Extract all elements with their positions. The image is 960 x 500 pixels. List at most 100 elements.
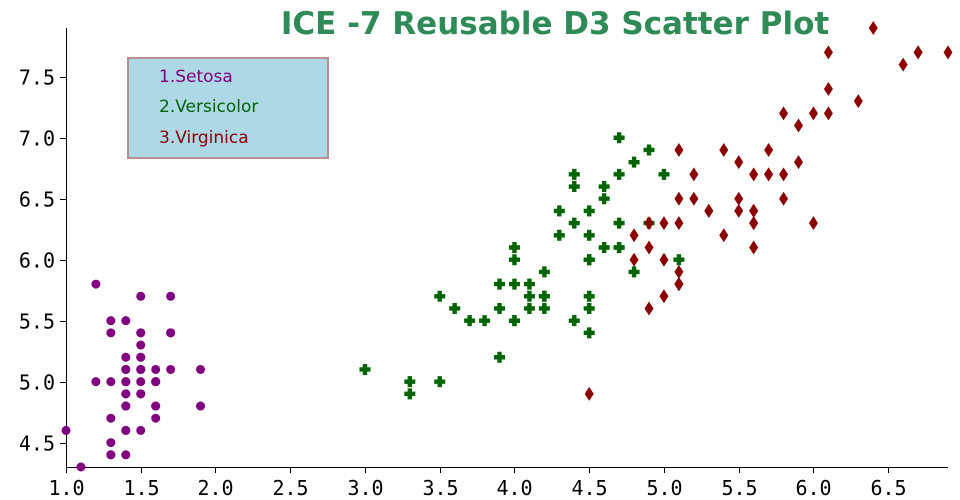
x-tick-label: 1.5 xyxy=(123,476,159,500)
data-point xyxy=(136,425,146,435)
data-point xyxy=(568,181,580,193)
data-point xyxy=(121,364,131,374)
chart-title: ICE -7 Reusable D3 Scatter Plot xyxy=(281,6,830,42)
legend-item-virginica: 3.Virginica xyxy=(159,128,249,148)
data-point xyxy=(106,413,116,423)
data-point xyxy=(598,193,610,205)
data-point xyxy=(404,376,416,388)
data-point xyxy=(584,386,594,401)
data-point xyxy=(136,328,146,338)
data-point xyxy=(779,191,789,206)
data-point xyxy=(106,377,116,387)
series-3 xyxy=(584,21,953,401)
data-point xyxy=(538,266,550,278)
data-point xyxy=(404,388,416,400)
data-point xyxy=(674,277,684,292)
data-point xyxy=(719,228,729,243)
data-point xyxy=(136,389,146,399)
data-point xyxy=(136,340,146,350)
data-point xyxy=(166,328,176,338)
data-point xyxy=(508,254,520,266)
data-point xyxy=(508,315,520,327)
x-tick-label: 5.0 xyxy=(646,476,682,500)
data-point xyxy=(494,351,506,363)
data-point xyxy=(121,377,131,387)
y-tick-label: 7.5 xyxy=(19,66,55,90)
data-point xyxy=(853,94,863,109)
data-point xyxy=(583,327,595,339)
data-point xyxy=(674,191,684,206)
data-point xyxy=(629,252,639,267)
x-axis: 1.0 1.5 2.0 2.5 3.0 3.5 4.0 4.5 5.0 5.5 6.0 6.5 xyxy=(48,467,948,500)
data-point xyxy=(121,389,131,399)
y-tick-label: 6.0 xyxy=(19,249,55,273)
data-point xyxy=(106,450,116,460)
data-point xyxy=(121,401,131,411)
data-point xyxy=(121,450,131,460)
data-point xyxy=(479,315,491,327)
data-point xyxy=(196,364,206,374)
data-point xyxy=(643,144,655,156)
data-point xyxy=(136,364,146,374)
x-tick-label: 2.0 xyxy=(197,476,233,500)
data-point xyxy=(121,316,131,326)
data-point xyxy=(136,352,146,362)
data-point xyxy=(106,438,116,448)
data-point xyxy=(674,216,684,231)
data-point xyxy=(434,290,446,302)
data-point xyxy=(659,289,669,304)
data-point xyxy=(613,168,625,180)
data-point xyxy=(628,266,640,278)
x-tick-label: 6.5 xyxy=(870,476,906,500)
legend-box xyxy=(127,57,329,159)
data-point xyxy=(898,57,908,72)
data-point xyxy=(719,142,729,157)
x-tick-label: 4.0 xyxy=(496,476,532,500)
data-point xyxy=(464,315,476,327)
data-point xyxy=(659,252,669,267)
data-point xyxy=(76,462,86,472)
data-point xyxy=(583,254,595,266)
data-point xyxy=(943,45,953,60)
data-point xyxy=(583,302,595,314)
data-point xyxy=(106,328,116,338)
data-point xyxy=(779,167,789,182)
x-tick-label: 2.5 xyxy=(272,476,308,500)
data-point xyxy=(674,264,684,279)
data-point xyxy=(508,278,520,290)
data-point xyxy=(794,155,804,170)
data-point xyxy=(151,413,161,423)
y-tick-label: 7.0 xyxy=(19,127,55,151)
x-tick-label: 3.5 xyxy=(422,476,458,500)
data-point xyxy=(553,229,565,241)
x-tick-label: 4.5 xyxy=(571,476,607,500)
data-point xyxy=(568,217,580,229)
data-point xyxy=(659,216,669,231)
x-tick-label: 6.0 xyxy=(795,476,831,500)
data-point xyxy=(449,302,461,314)
data-point xyxy=(568,315,580,327)
series-1 xyxy=(61,279,206,472)
data-point xyxy=(121,425,131,435)
data-point xyxy=(734,203,744,218)
data-point xyxy=(823,106,833,121)
data-point xyxy=(749,240,759,255)
data-point xyxy=(151,364,161,374)
y-tick-label: 4.5 xyxy=(19,432,55,456)
data-point xyxy=(794,118,804,133)
data-point xyxy=(523,302,535,314)
data-point xyxy=(628,156,640,168)
data-point xyxy=(359,363,371,375)
data-point xyxy=(689,167,699,182)
data-point xyxy=(764,167,774,182)
data-point xyxy=(523,278,535,290)
data-point xyxy=(583,205,595,217)
data-point xyxy=(151,377,161,387)
data-point xyxy=(136,291,146,301)
data-point xyxy=(583,229,595,241)
data-point xyxy=(823,81,833,96)
data-point xyxy=(538,290,550,302)
legend-item-setosa: 1.Setosa xyxy=(159,67,233,87)
data-point xyxy=(734,191,744,206)
